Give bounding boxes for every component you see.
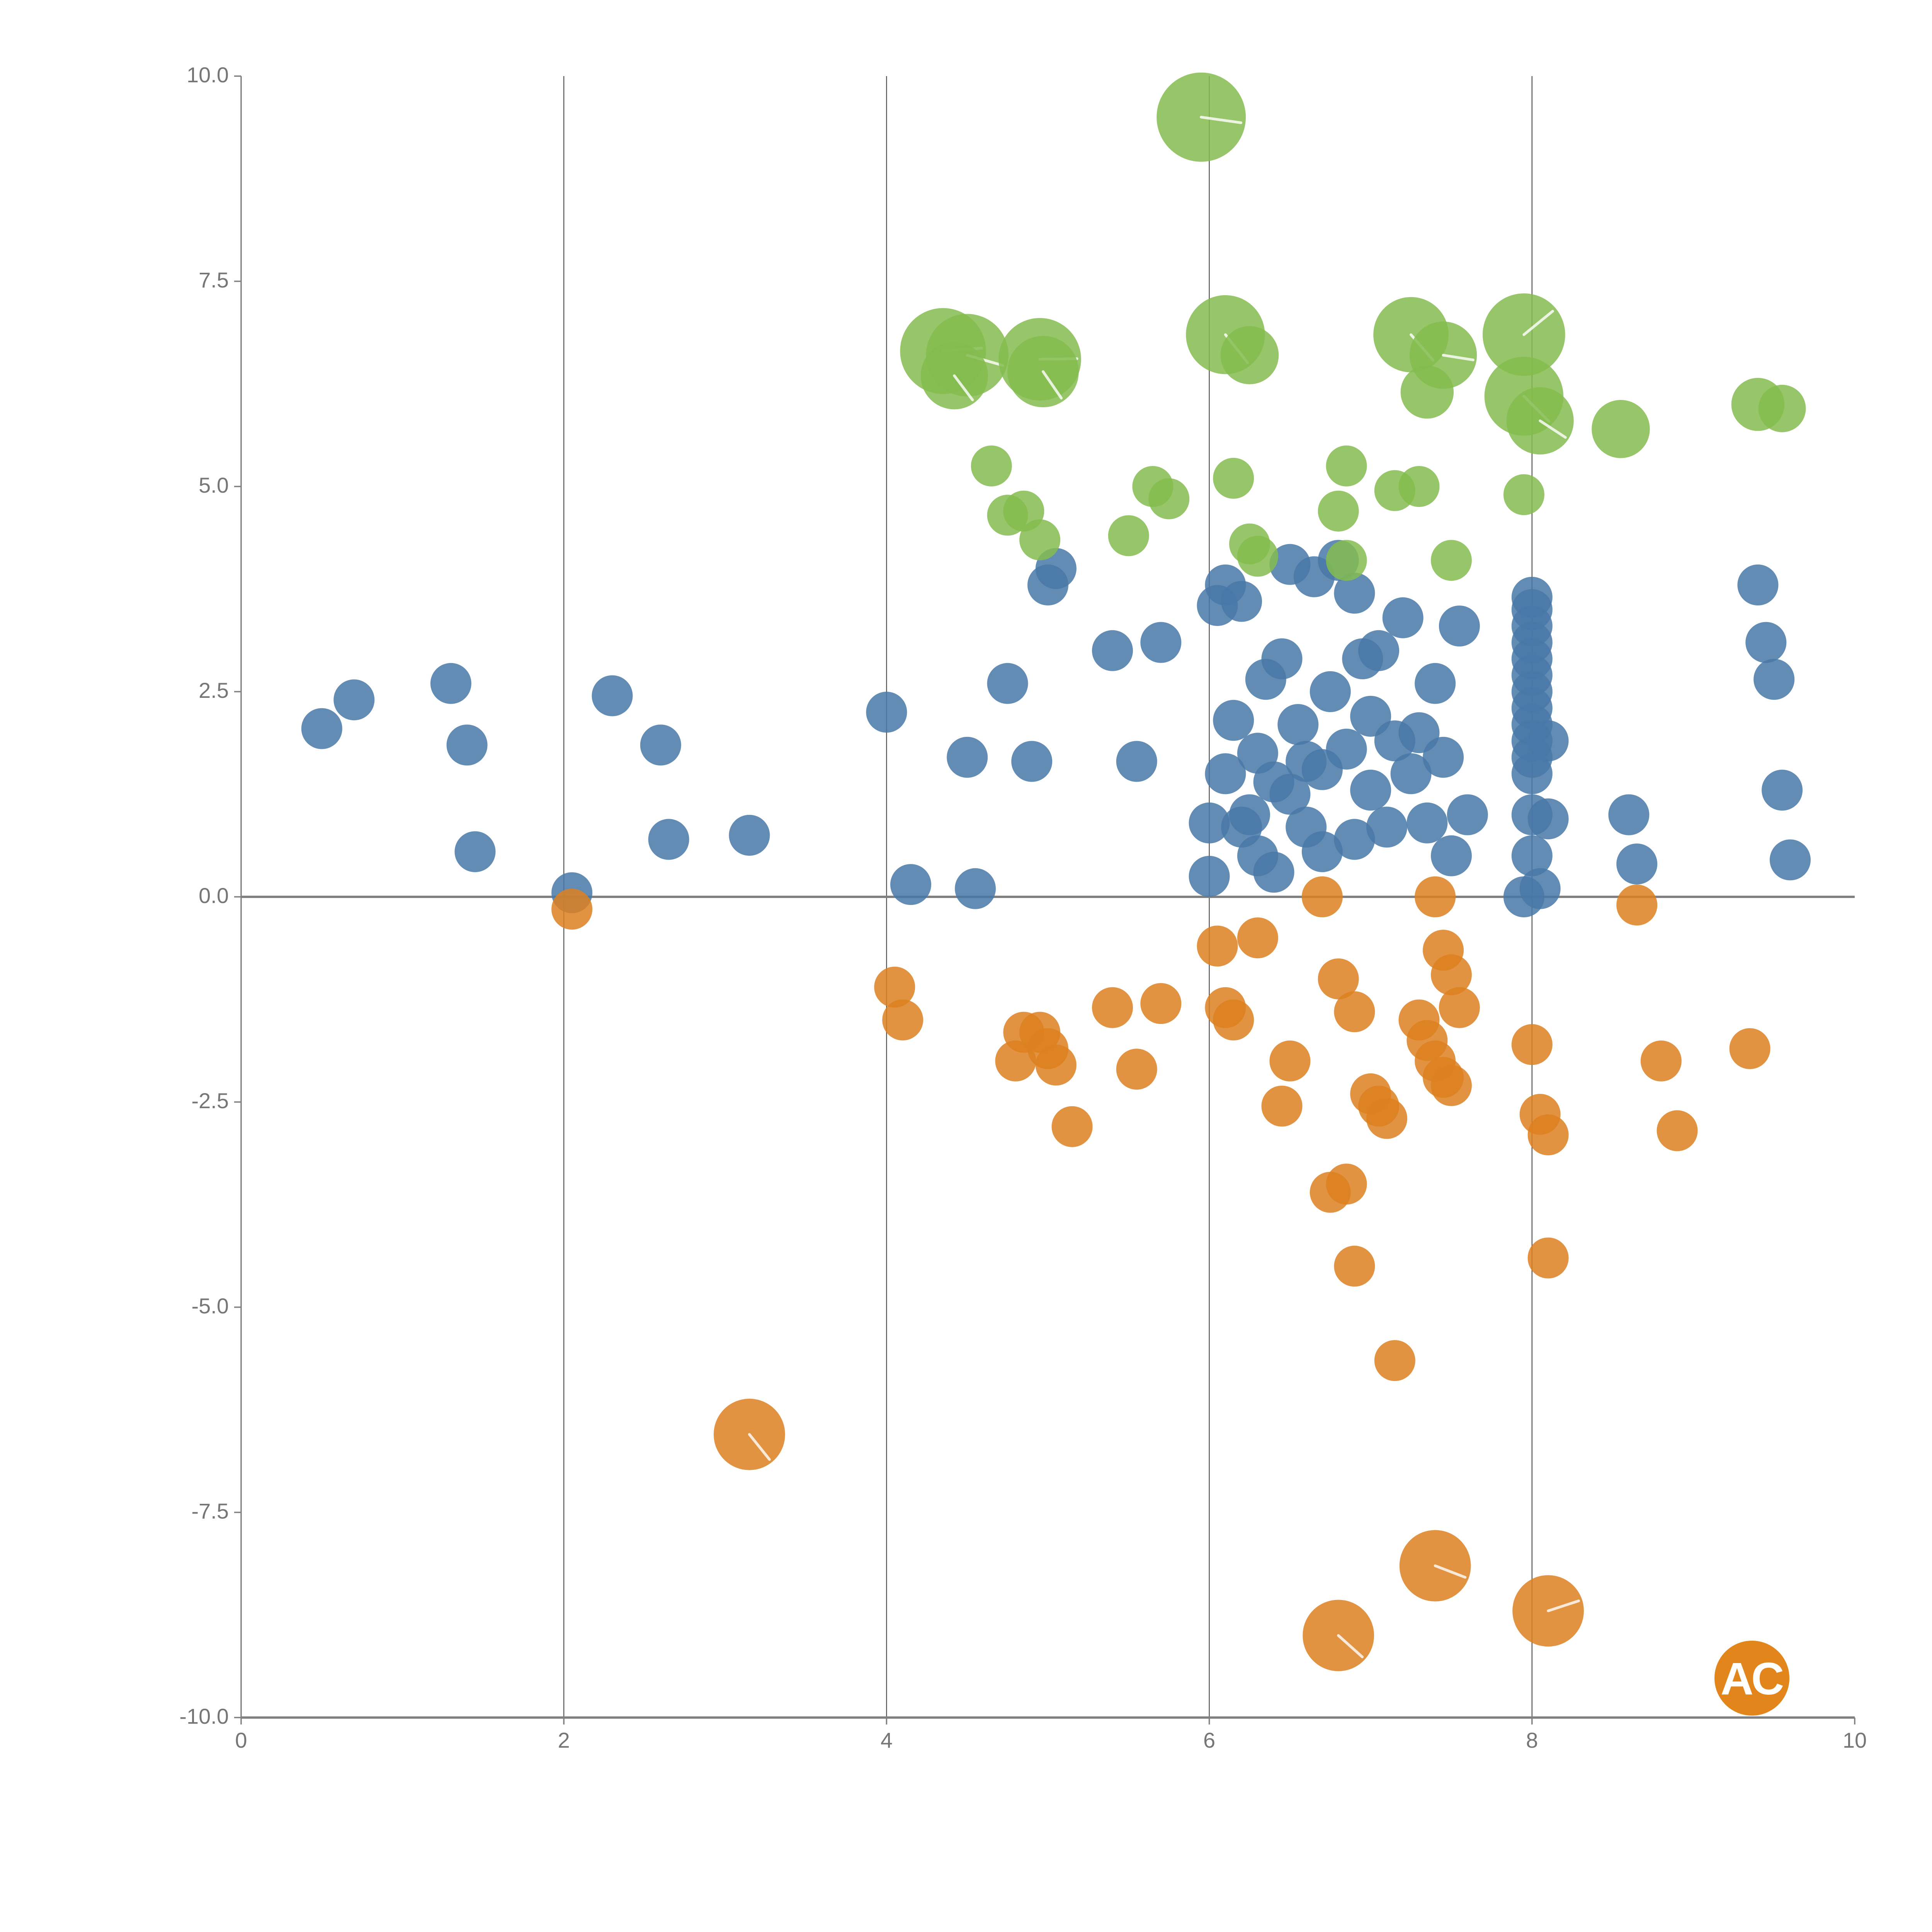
svg-text:-7.5: -7.5 xyxy=(192,1499,229,1523)
svg-text:7.5: 7.5 xyxy=(199,268,229,292)
svg-text:4: 4 xyxy=(881,1728,893,1752)
svg-text:10: 10 xyxy=(1843,1728,1867,1752)
svg-text:-5.0: -5.0 xyxy=(192,1294,229,1318)
svg-text:-10.0: -10.0 xyxy=(179,1704,229,1728)
svg-text:5.0: 5.0 xyxy=(199,473,229,497)
svg-text:-2.5: -2.5 xyxy=(192,1088,229,1113)
svg-text:0.0: 0.0 xyxy=(199,883,229,908)
svg-text:AC: AC xyxy=(1721,1653,1783,1704)
svg-text:2.5: 2.5 xyxy=(199,678,229,702)
svg-text:10.0: 10.0 xyxy=(187,63,229,87)
svg-text:2: 2 xyxy=(558,1728,570,1752)
svg-text:8: 8 xyxy=(1526,1728,1538,1752)
svg-text:0: 0 xyxy=(235,1728,247,1752)
svg-text:6: 6 xyxy=(1203,1728,1215,1752)
